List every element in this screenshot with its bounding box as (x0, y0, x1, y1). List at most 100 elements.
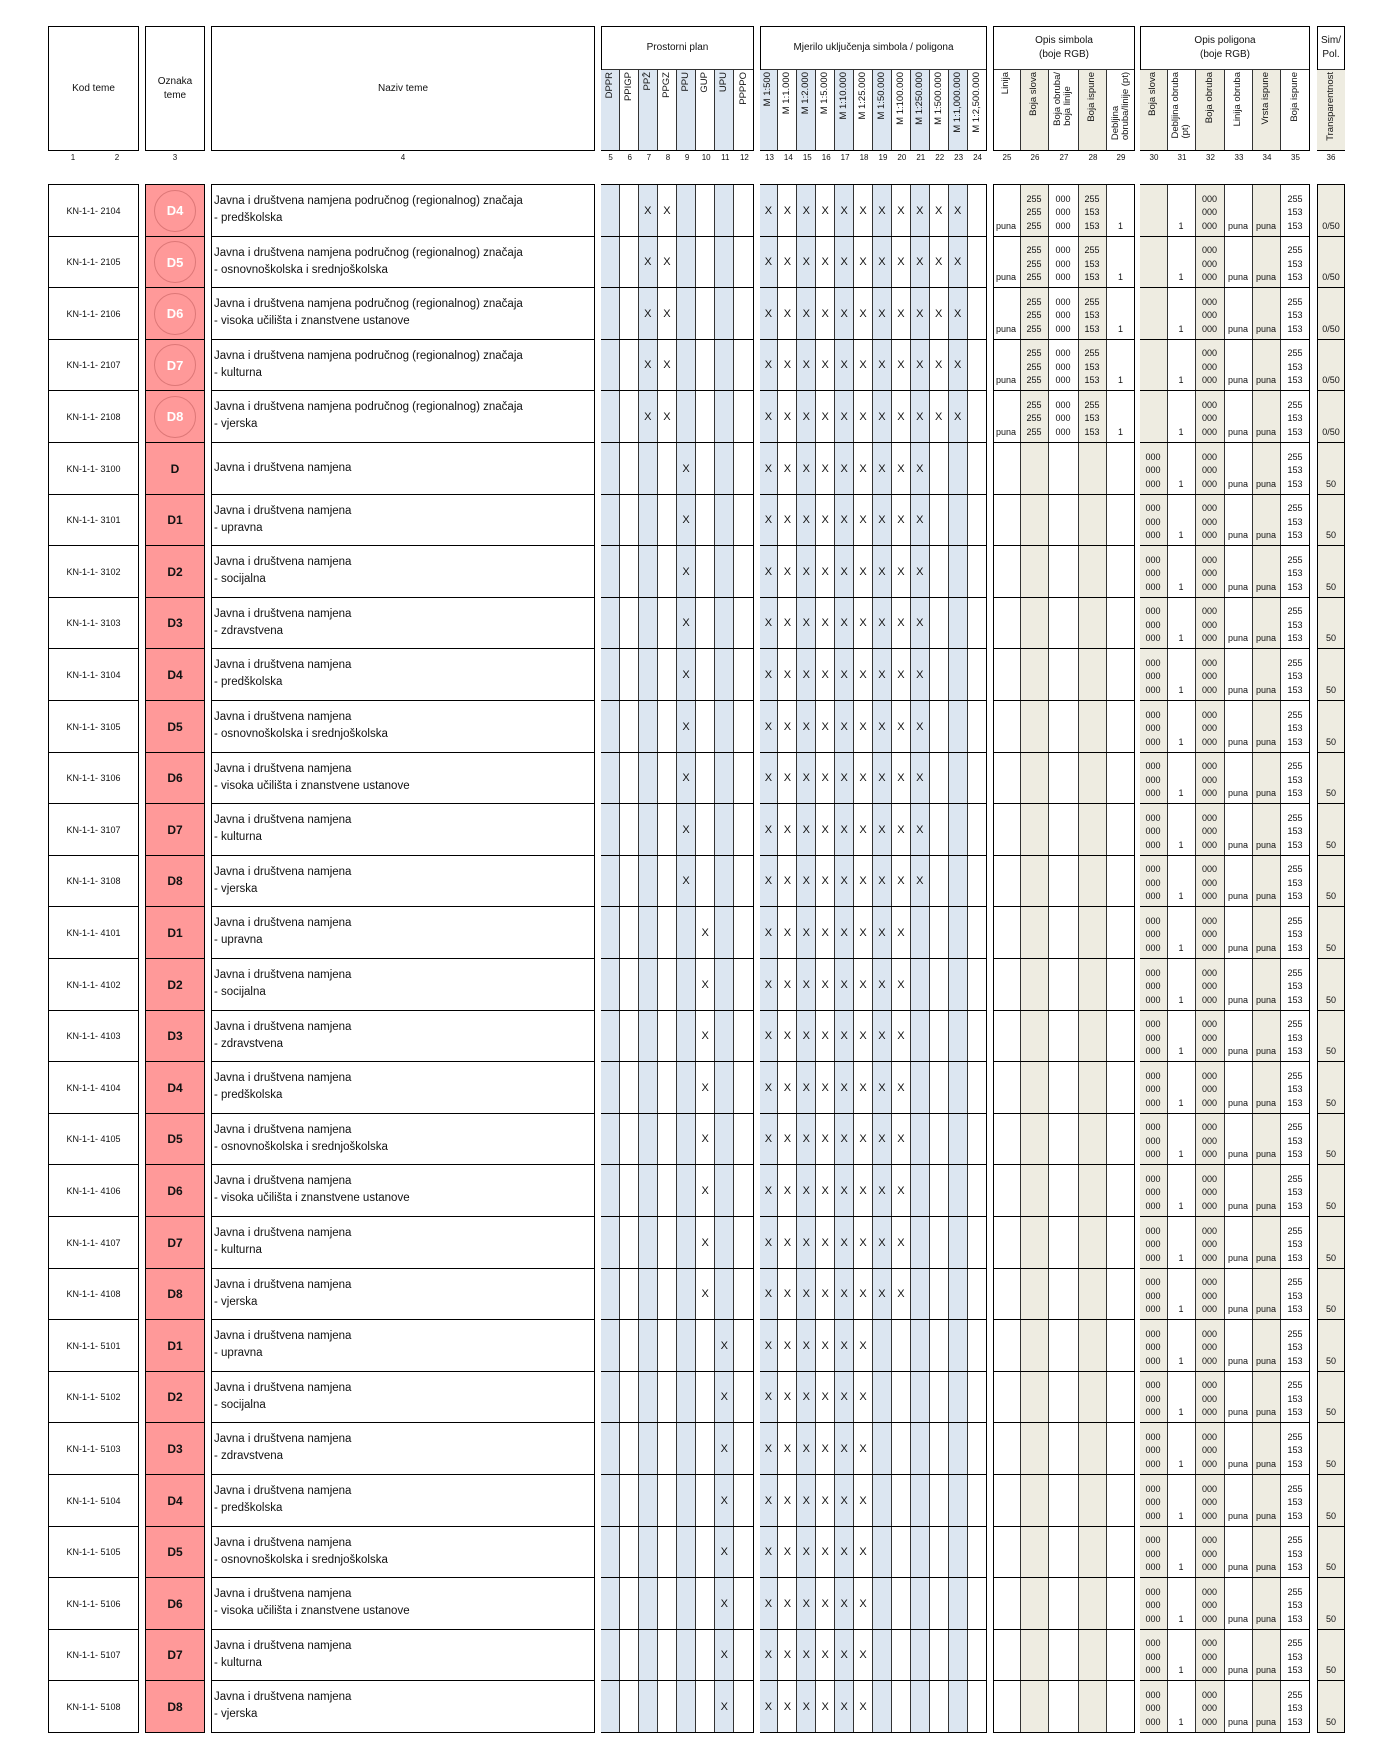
symbol-values-cell: 255 255 255 (1020, 236, 1049, 288)
scale-marks-cell (873, 1681, 892, 1733)
scale-marks-cell: X (835, 597, 855, 649)
symbol-values-cell (1049, 959, 1079, 1011)
plan-marks-cell (677, 1010, 697, 1062)
theme-label: D7 (167, 822, 183, 837)
plan-marks: X (600, 442, 754, 496)
polygon-values-cell: 000 000 000 (1139, 443, 1168, 495)
scale-marks-cell: X (759, 804, 779, 856)
transparency-value: 50 (1325, 736, 1336, 747)
kod-teme-header-label: Kod teme (72, 82, 115, 94)
symbol-values-cell (1078, 1320, 1107, 1372)
symbol-values-cell (1020, 752, 1049, 804)
polygon-values-cell: 1 (1168, 1681, 1196, 1733)
plan-marks: X (600, 958, 754, 1012)
column-number: 34 (1262, 153, 1272, 162)
transparency-value: 50 (1325, 1562, 1336, 1573)
symbol-values-cell (1107, 1165, 1135, 1216)
column-number: 17 (840, 153, 850, 162)
row-label-cell: D8 (145, 854, 205, 908)
scale-marks-cell: X (778, 1681, 798, 1733)
scale-marks-cell: X (835, 443, 855, 495)
polygon-values-cell: 000 000 000 (1195, 1217, 1225, 1269)
scale-marks-cell (968, 340, 987, 391)
scale-marks-cell: X (759, 546, 779, 598)
scale-marks-cell: X (854, 494, 873, 546)
column-header-rotated: Boja ispune (1079, 72, 1106, 146)
scale-marks-cell: X (835, 339, 855, 391)
column-number: 16 (821, 153, 831, 162)
symbol-values (993, 1628, 1135, 1682)
plan-marks-cell (715, 494, 735, 546)
theme-name-line1: Javna i društvena namjena (214, 762, 352, 775)
scale-marks-cell: X (797, 1010, 817, 1062)
plan-marks-cell (658, 597, 677, 649)
theme-name-line2: - kulturna (214, 1656, 262, 1669)
polygon-values-cell: puna (1225, 1268, 1253, 1320)
column-header-rotated: PPGZ (658, 72, 676, 146)
scale-marks-cell: X (854, 1268, 873, 1320)
transparency-value: 50 (1325, 1252, 1336, 1263)
scale-marks-cell: X (759, 1010, 779, 1062)
scale-marks-cell (948, 1681, 968, 1733)
plan-marks-cell (658, 804, 677, 856)
scale-marks-cell: X (778, 494, 798, 546)
polygon-values-cell: 255 153 153 (1287, 606, 1303, 644)
symbol-values-cell (1078, 443, 1107, 495)
theme-code: KN-1-1- 3103 (66, 618, 121, 629)
symbol-values-cell (993, 1113, 1021, 1165)
symbol-values-cell (1107, 959, 1135, 1010)
polygon-values: 000 000 000 1 000 000 000 puna puna 255 153 1… (1139, 803, 1310, 857)
column-header-text: Boja ispune (1289, 72, 1300, 122)
plan-marks-cell (677, 1268, 697, 1320)
transparency-value: 0/50 (1322, 272, 1340, 283)
scale-marks-cell: X (873, 443, 892, 495)
row-code-cell: KN-1-1- 4107 (48, 1216, 139, 1270)
row-code-cell: KN-1-1- 4106 (48, 1164, 139, 1218)
scale-marks-cell: X (759, 443, 779, 495)
theme-name-line1: Javna i društvena namjena (214, 1588, 352, 1601)
theme-name: Javna i društvena namjena - upravna (212, 495, 594, 546)
symbol-values (993, 751, 1135, 805)
plan-marks-cell (677, 391, 697, 443)
theme-code: KN-1-1- 5101 (66, 1340, 121, 1351)
scale-marks-cell: X (797, 185, 817, 237)
scale-marks-cell (948, 649, 968, 701)
polygon-values-cell: 255 153 153 (1287, 1277, 1303, 1315)
scale-marks-cell: X (835, 1681, 855, 1733)
scale-marks-cell: X (892, 597, 911, 649)
plan-marks-cell (620, 1526, 639, 1578)
plan-marks-cell: X (696, 1010, 716, 1062)
scale-marks-cell: X (854, 752, 873, 804)
row-name-cell: Javna i društvena namjena - predškolska (211, 1474, 595, 1528)
plan-marks-cell (638, 1165, 658, 1217)
plan-marks-cell: X (696, 1165, 716, 1217)
column-header-rotated: Vrsta ispune (1253, 72, 1280, 146)
row-label-cell: D5 (145, 1525, 205, 1579)
symbol-values-cell (1078, 494, 1107, 546)
column-header-rotated: Linija (993, 72, 1020, 146)
plan-marks-cell (658, 1475, 677, 1527)
transparency-value: 50 (1325, 1149, 1336, 1160)
row-name-cell: Javna i društvena namjena - socijalna (211, 958, 595, 1012)
scale-marks-cell: X (910, 546, 930, 598)
symbol-values-cell (1049, 546, 1079, 598)
plan-marks-cell (600, 391, 620, 443)
plan-marks-cell (620, 1423, 639, 1475)
column-header: M 1:50.000 (873, 70, 892, 150)
column-header-text: Transparentnost (1324, 72, 1336, 141)
scale-marks-cell: X (873, 959, 892, 1011)
symbol-values-cell (1107, 1269, 1135, 1320)
symbol-values-cell (1020, 597, 1049, 649)
plan-marks-cell (734, 753, 753, 804)
plan-marks-cell: X (677, 649, 697, 701)
theme-name-line1: Javna i društvena namjena (214, 556, 352, 569)
theme-name-line1: Javna i društvena namjena područnog (reg… (214, 401, 523, 414)
polygon-values-cell: 000 000 000 (1195, 1526, 1225, 1578)
row-code-cell: KN-1-1- 5103 (48, 1422, 139, 1476)
plan-marks-cell (696, 546, 716, 598)
polygon-values-cell: puna (1252, 1371, 1281, 1423)
symbol-values-cell (1078, 701, 1107, 753)
plan-marks-cell: X (715, 1629, 735, 1681)
scale-marks-cell: X (816, 1268, 836, 1320)
polygon-values-cell: 255 153 153 (1287, 1380, 1303, 1418)
